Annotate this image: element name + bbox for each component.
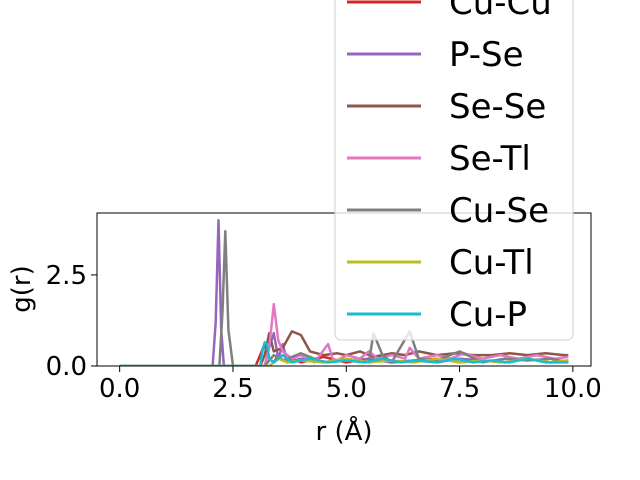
y-axis-ticks: 0.0 2.5: [46, 261, 97, 382]
y-tick-label: 0.0: [46, 352, 87, 382]
series-lines: [119, 219, 569, 366]
x-tick-label: 0.0: [99, 374, 140, 404]
x-tick-label: 7.5: [439, 374, 480, 404]
legend-label-cu-cu: Cu-Cu: [449, 0, 552, 23]
x-axis-ticks: 0.0 2.5 5.0 7.5 10.0: [99, 366, 602, 404]
legend-label-se-se: Se-Se: [449, 87, 546, 127]
legend-label-se-tl: Se-Tl: [449, 139, 531, 179]
y-tick-label: 2.5: [46, 261, 87, 291]
legend-label-p-se: P-Se: [449, 35, 524, 75]
legend: Cu-Cu P-Se Se-Se Se-Tl Cu-Se Cu-Tl Cu-P: [334, 0, 574, 341]
legend-box: [334, 0, 574, 341]
x-tick-label: 10.0: [544, 374, 602, 404]
legend-label-cu-tl: Cu-Tl: [449, 243, 534, 283]
legend-label-cu-se: Cu-Se: [449, 191, 549, 231]
series-line-se-tl: [119, 302, 569, 366]
x-axis-label: r (Å): [315, 415, 372, 447]
series-line-cu-p: [119, 341, 569, 366]
legend-label-cu-p: Cu-P: [449, 295, 527, 335]
y-axis-label: g(r): [7, 265, 37, 312]
x-tick-label: 5.0: [326, 374, 367, 404]
series-line-se-se: [119, 330, 569, 366]
x-tick-label: 2.5: [212, 374, 253, 404]
